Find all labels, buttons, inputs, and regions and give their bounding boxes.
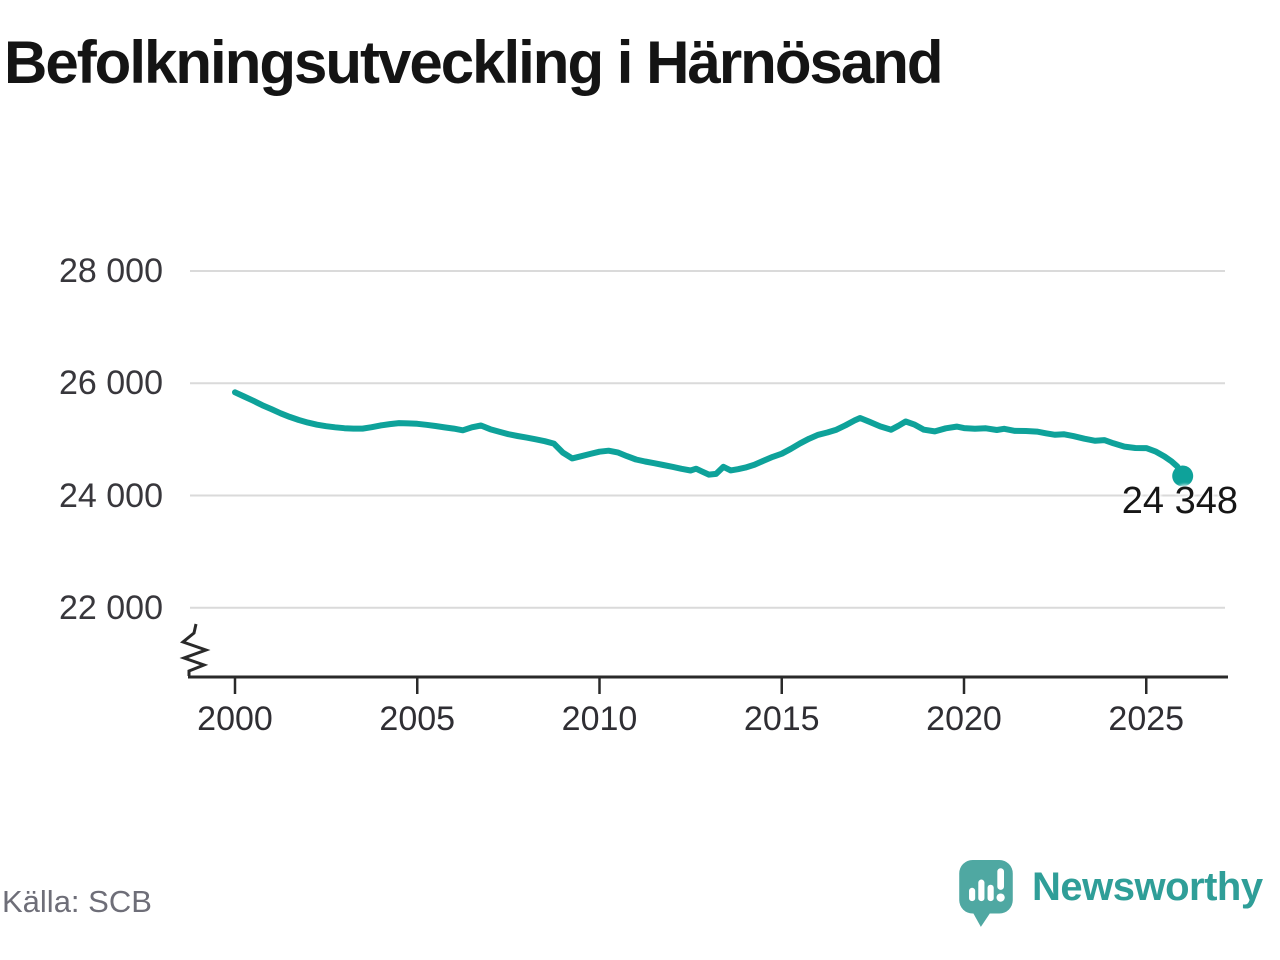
- population-line: [232, 389, 1186, 479]
- newsworthy-logo-icon: [959, 860, 1013, 927]
- source-caption: Källa: SCB: [2, 884, 152, 919]
- y-axis-break-icon: [179, 623, 211, 676]
- x-axis-tick-label: 2000: [197, 700, 273, 738]
- bar-2: [978, 879, 985, 902]
- data-point-value-label: 24 348: [1121, 480, 1238, 522]
- x-axis-tick-label: 2025: [1108, 700, 1185, 738]
- newsworthy-brand: Newsworthy: [959, 858, 1279, 932]
- page-title: Befolkningsutveckling i Härnösand: [4, 29, 944, 96]
- y-axis-tick-label: 22 000: [59, 588, 163, 627]
- exclamation-dot: [996, 893, 1005, 902]
- x-axis-tick-label: 2010: [561, 700, 638, 738]
- x-axis-tick-label: 2005: [379, 700, 456, 738]
- exclamation-bar: [997, 868, 1005, 890]
- y-axis-tick-label: 26 000: [59, 364, 163, 403]
- bar-3: [987, 884, 994, 902]
- y-axis-tick-label: 24 000: [59, 476, 163, 515]
- y-axis-tick-label: 28 000: [59, 252, 163, 291]
- x-axis-tick-label: 2020: [926, 700, 1002, 738]
- last-data-point-marker: [1172, 465, 1194, 487]
- x-axis-tick-label: 2015: [743, 700, 820, 738]
- brand-wordmark: Newsworthy: [1032, 865, 1263, 909]
- bar-1: [969, 887, 976, 902]
